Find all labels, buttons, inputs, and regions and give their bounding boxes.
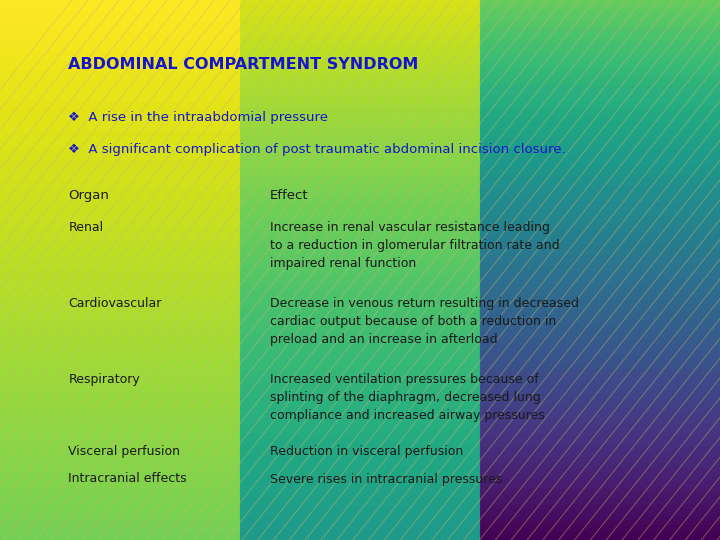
Text: Reduction in visceral perfusion: Reduction in visceral perfusion bbox=[270, 446, 463, 458]
Text: Increased ventilation pressures because of
splinting of the diaphragm, decreased: Increased ventilation pressures because … bbox=[270, 373, 545, 422]
Text: Organ: Organ bbox=[68, 189, 109, 202]
Text: ABDOMINAL COMPARTMENT SYNDROM: ABDOMINAL COMPARTMENT SYNDROM bbox=[68, 57, 419, 72]
Text: ❖  A significant complication of post traumatic abdominal incision closure.: ❖ A significant complication of post tra… bbox=[68, 143, 566, 156]
Text: Increase in renal vascular resistance leading
to a reduction in glomerular filtr: Increase in renal vascular resistance le… bbox=[270, 221, 559, 271]
Text: Cardiovascular: Cardiovascular bbox=[68, 297, 162, 310]
Text: Visceral perfusion: Visceral perfusion bbox=[68, 446, 181, 458]
Text: Respiratory: Respiratory bbox=[68, 373, 140, 386]
Text: Effect: Effect bbox=[270, 189, 309, 202]
Text: Intracranial effects: Intracranial effects bbox=[68, 472, 187, 485]
Text: ❖  A rise in the intraabdomial pressure: ❖ A rise in the intraabdomial pressure bbox=[68, 111, 328, 124]
Text: Decrease in venous return resulting in decreased
cardiac output because of both : Decrease in venous return resulting in d… bbox=[270, 297, 579, 346]
Text: Renal: Renal bbox=[68, 221, 104, 234]
Text: Severe rises in intracranial pressures: Severe rises in intracranial pressures bbox=[270, 472, 503, 485]
